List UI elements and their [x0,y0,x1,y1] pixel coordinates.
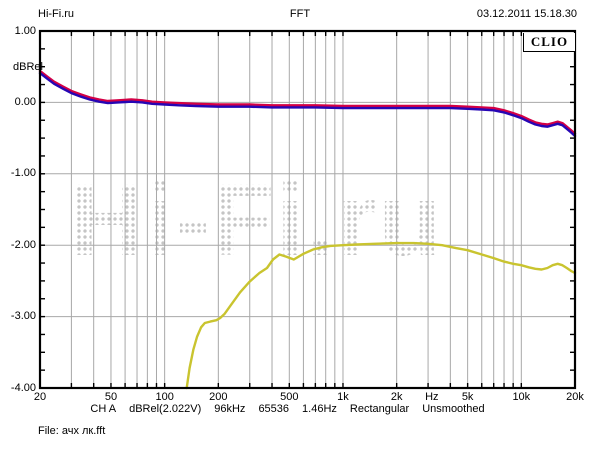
watermark-text: Hi-Fi.ru [70,168,540,278]
series-reference-yellow [185,241,577,390]
series-channel-a-blue [38,71,577,138]
site-label: Hi-Fi.ru [38,8,75,20]
header-bar: Hi-Fi.ru FFT 03.12.2011 15.18.30 [0,8,600,22]
status-part: 65536 [258,403,290,415]
page-title: FFT [289,8,311,20]
status-part: 1.46Hz [302,403,337,415]
clio-logo: CLIO [523,33,575,52]
status-part: 96kHz [214,403,246,415]
file-label: File: ачх лк.fft [38,425,106,437]
series-channel-a-red [38,69,577,136]
datetime-label: 03.12.2011 15.18.30 [476,8,577,20]
status-part: Rectangular [349,403,410,415]
status-part: CH A [90,403,117,415]
status-line: CH A dBRel(2.022V) 96kHz 65536 1.46Hz Rectang… [0,403,575,415]
plot-border [38,29,577,390]
y-axis-unit-label: dBRel [13,61,43,73]
status-part: Unsmoothed [422,403,485,415]
status-part: dBRel(2.022V) [129,403,202,415]
